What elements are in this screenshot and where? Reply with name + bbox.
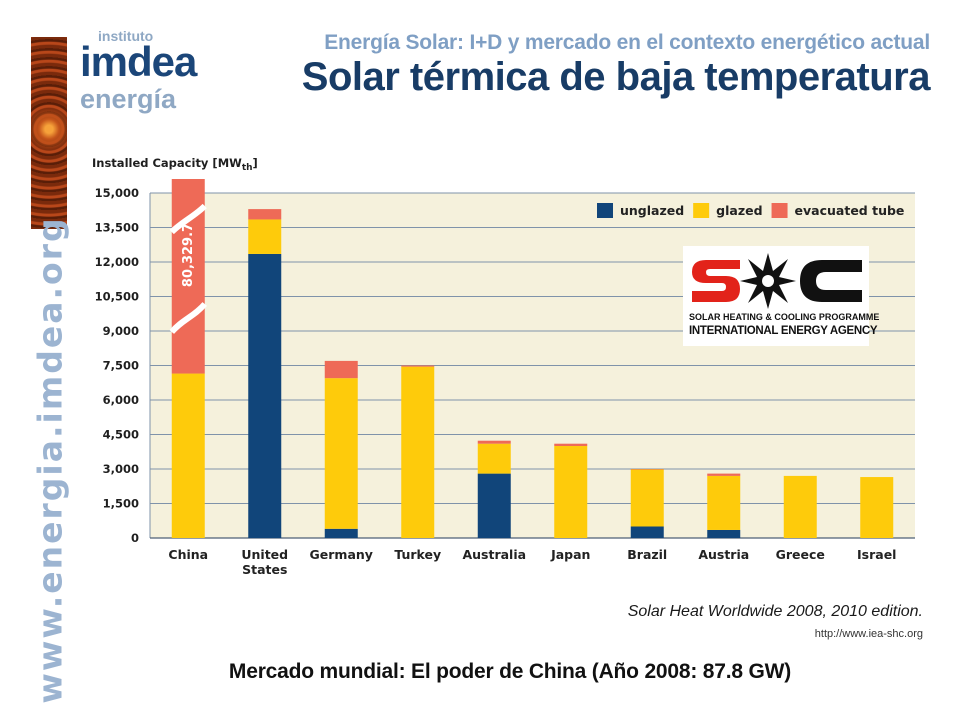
bar-segment-evacuated-tube [554,443,588,446]
y-tick-label: 6,000 [103,393,139,407]
bar-segment-evacuated-tube [401,365,435,367]
logo-main-text: imdea [80,38,197,85]
shc-mark-icon [692,253,862,309]
bar-segment-unglazed [248,253,282,538]
x-tick-label: Germany [310,547,373,562]
bar-segment-evacuated-tube [324,360,358,379]
bar-segment-evacuated-tube [248,209,282,220]
legend-label: unglazed [620,203,684,218]
axis-break-mark [169,301,208,335]
y-tick-label: 0 [131,531,139,545]
bar-segment-evacuated-tube [707,473,741,476]
y-tick-label: 7,500 [103,359,139,373]
bar-segment-glazed [324,378,358,529]
y-tick-label: 12,000 [95,255,139,269]
page-title: Solar térmica de baja temperatura [301,55,931,99]
logo-top-text: instituto [98,28,154,44]
source-citation: Solar Heat Worldwide 2008, 2010 edition. [627,603,923,620]
legend-label: glazed [716,203,762,218]
decorative-texture-image [31,37,67,229]
shc-logo-line2: INTERNATIONAL ENERGY AGENCY [689,325,878,337]
x-tick-label: China [168,547,208,562]
bar-segment-glazed [477,443,511,474]
y-tick-label: 3,000 [103,462,139,476]
bar-segment-glazed [401,366,435,538]
x-tick-label: Israel [857,547,896,562]
bar-segment-unglazed [477,473,511,538]
bar-segment-glazed [554,446,588,538]
y-tick-label: 15,000 [95,186,139,200]
legend-label: evacuated tube [795,203,905,218]
x-tick-label: Brazil [627,547,667,562]
y-tick-label: 9,000 [103,324,139,338]
bar-segment-unglazed [324,528,358,538]
y-tick-label: 4,500 [103,428,139,442]
x-tick-label: United States [241,547,288,577]
break-value-label: 80,329.7 [181,223,196,287]
bar-segment-glazed [783,475,817,538]
bar-segment-evacuated-tube [477,440,511,444]
x-tick-label: Austria [698,547,749,562]
legend-swatch [597,203,613,218]
logo-bottom-text: energía [80,84,177,114]
shc-logo-line1: SOLAR HEATING & COOLING PROGRAMME [689,312,880,322]
bar-segment-glazed [860,477,894,538]
plot-area: 0 1,500 3,000 4,500 6,000 7,500 9,000 10,500 12,… [92,156,915,577]
imdea-logo: instituto imdea energía [80,28,200,114]
shc-logo: SOLAR HEATING & COOLING PROGRAMME INTERN… [683,246,879,346]
bar-segment-glazed [630,469,664,527]
y-tick-label: 1,500 [103,497,139,511]
bar-segment-unglazed [707,529,741,538]
x-tick-label: Australia [462,547,526,562]
x-tick-label: Japan [550,547,590,562]
x-tick-label: Greece [776,547,825,562]
y-axis-label: Installed Capacity [MWth] [92,156,258,173]
bar-segment-glazed [707,475,741,530]
bar-segment-unglazed [630,526,664,538]
page-subtitle: Energía Solar: I+D y mercado en el conte… [324,31,930,54]
y-tick-label: 10,500 [95,290,139,304]
bar-segment-glazed [171,373,205,538]
axis-break-mark [169,203,207,235]
y-tick-label: 13,500 [95,221,139,235]
legend-swatch [693,203,710,218]
slide-caption: Mercado mundial: El poder de China (Año … [228,660,792,683]
x-tick-label: Turkey [394,547,441,562]
bar-segment-glazed [248,219,282,254]
source-url: http://www.iea-shc.org [814,628,923,640]
legend-swatch [771,203,788,218]
